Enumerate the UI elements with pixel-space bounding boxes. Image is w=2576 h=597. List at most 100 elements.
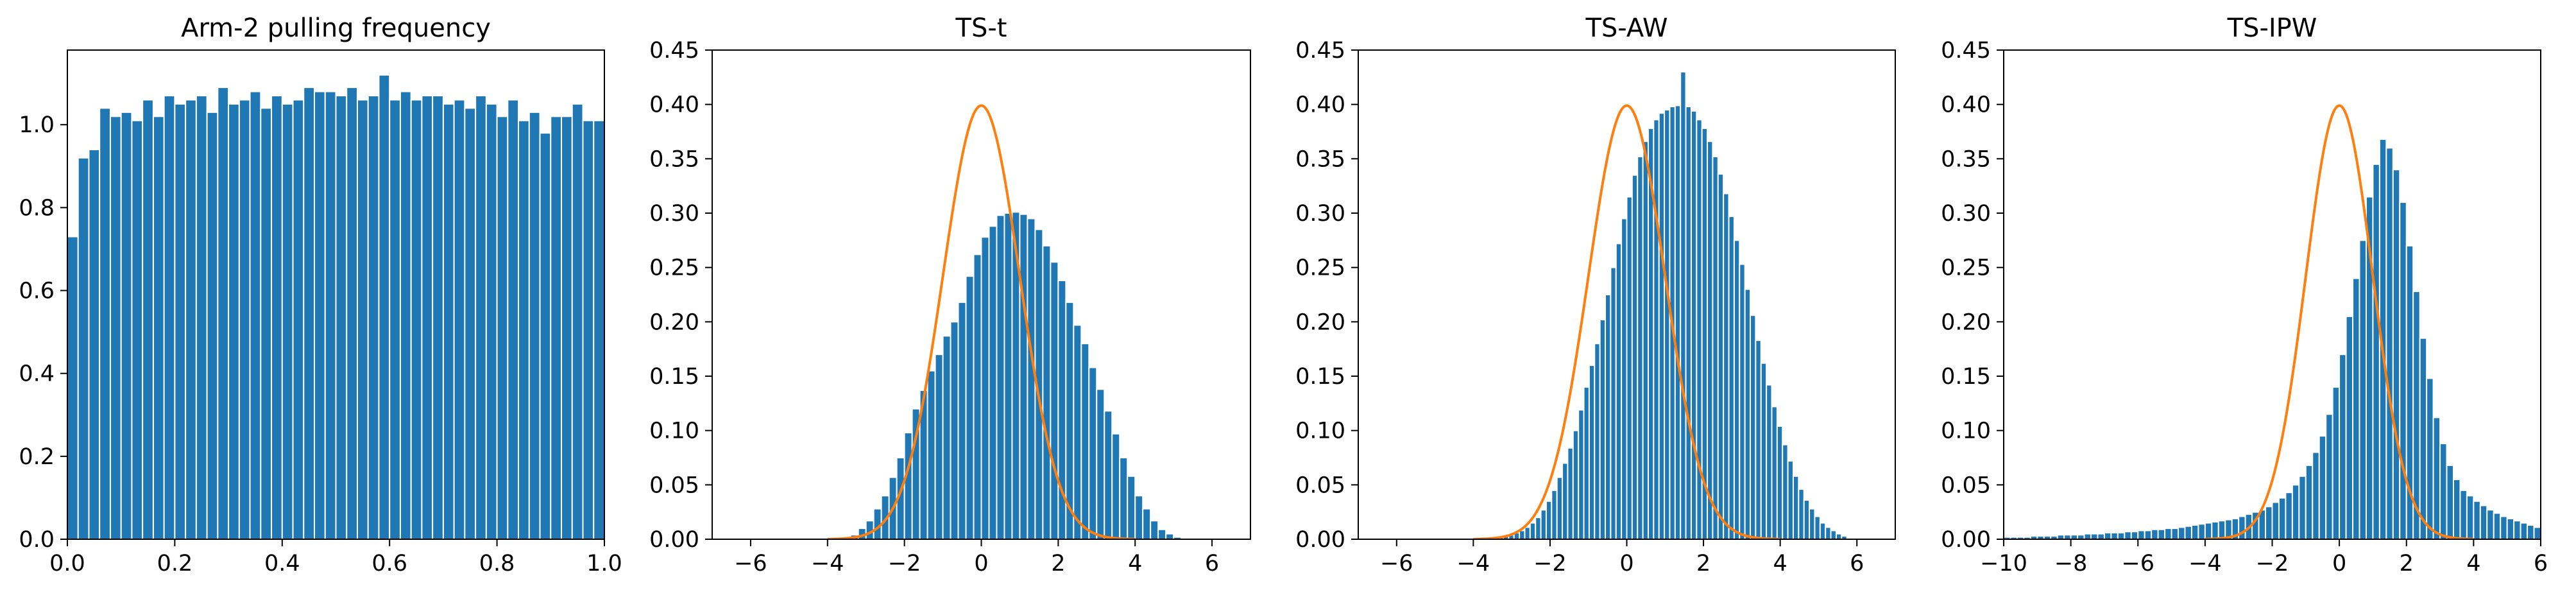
histogram-bar [593,119,604,539]
histogram-bar [1104,410,1113,539]
histogram-bar [1674,105,1682,539]
y-tick-label: 0.0 [19,527,55,553]
histogram-bar [2339,354,2347,539]
histogram-bar [1680,71,1687,539]
plot-area [2004,104,2541,539]
histogram-bar [1653,119,1660,539]
histogram-bar [539,132,552,539]
histogram-bar [2184,525,2192,539]
histogram-bar [475,95,487,539]
histogram-bar [988,225,998,539]
histogram-bar [2318,435,2327,539]
y-tick-label: 0.00 [649,527,699,553]
histogram-bar [2070,534,2079,539]
histogram-bar [1723,193,1730,539]
histogram-bar [2124,531,2132,539]
x-tick-label: 0.4 [264,551,300,576]
histogram-bar [1819,522,1827,539]
x-tick-label: −6 [734,551,767,576]
histogram-bar [185,99,197,539]
histogram-bar [346,87,358,539]
histogram-bar [528,111,541,539]
histogram-bar [1173,536,1182,539]
histogram-bar [1594,343,1601,539]
histogram-bar [2204,522,2213,539]
histogram-bar [1792,475,1800,539]
histogram-bar [1540,509,1547,539]
plot-area [827,104,1182,539]
histogram-bar [2533,526,2541,539]
histogram-bar [1771,406,1778,539]
histogram-bar [2285,492,2293,539]
histogram-bar [1717,173,1725,539]
histogram-bar [1610,266,1617,539]
histogram-bar [1755,340,1762,539]
normal-pdf-curve [827,104,1136,539]
histogram-bar [1728,216,1735,539]
histogram-bar [1626,196,1633,539]
histogram-bar [1545,500,1553,539]
y-tick-label: 0.25 [1941,255,1991,281]
histogram-bar [2479,505,2488,539]
histogram-bar [2278,497,2287,539]
y-tick-label: 0.35 [1941,146,1991,172]
histogram-bar [1814,515,1821,539]
y-tick-label: 0.10 [1941,419,1991,444]
histogram-bar [2513,520,2521,539]
x-tick-label: 0 [974,551,988,576]
histogram-bar [1524,526,1531,539]
histogram-bar [1583,386,1590,539]
x-tick-label: 4 [2466,551,2480,576]
subplot-ts-t: −6 −4 −2 0 2 4 6 0.00 0.05 0.10 0.15 0.20 0.25 0.30 0.… [649,13,1251,576]
histogram-bar [1744,288,1752,539]
histogram-bar [2271,501,2280,539]
histogram-bar [2358,239,2367,539]
histogram-bar [238,99,251,539]
histogram-bar [1535,517,1542,539]
histogram-bar [1642,141,1649,539]
histogram-bar [1088,367,1098,539]
histogram-bar [335,95,348,539]
histogram-bar [120,111,133,539]
histogram-bar [1134,495,1144,539]
histogram-bar [1605,294,1612,539]
plot-area [67,74,604,539]
histogram-bar [1658,112,1666,539]
histogram-bar [2063,534,2072,539]
x-tick-label: −6 [1380,551,1413,576]
histogram-bar [249,91,262,539]
normal-pdf-curve [2205,104,2474,539]
histogram-bar [1050,261,1059,539]
histogram-bar [174,103,187,539]
histogram-bar [496,116,509,539]
x-tick-label: 4 [1128,551,1142,576]
histogram-bar [217,87,230,539]
y-tick-label: 0.20 [649,309,699,335]
histogram-bar [1588,365,1596,539]
histogram-bar [1073,324,1082,539]
histogram-bar [260,107,273,539]
histogram-bar [1529,522,1537,539]
histogram-bar [2432,417,2441,539]
histogram-bar [88,148,101,539]
histogram-bar [1142,508,1152,539]
histogram-bar [109,116,122,539]
histogram-bar [1803,499,1811,539]
histogram-bar [1615,243,1623,539]
histogram-bar [485,103,498,539]
subplot-ts-ipw: −10 −8 −6 −4 −2 0 2 4 6 0.00 0.05 0.10 0.15 0.20 0.25 0… [1941,13,2548,576]
histogram-bar [2446,464,2454,539]
x-tick-label: 2 [1051,551,1065,576]
histogram-bar [1835,533,1843,539]
axes-frame [2003,49,2541,540]
y-tick-label: 0.00 [1941,527,1991,553]
normal-pdf-curve [1473,104,1780,539]
histogram-bar [2298,475,2307,539]
y-tick-label: 0.8 [19,195,55,221]
histogram-bar [518,119,530,539]
histogram-bar [2144,530,2153,539]
y-tick-label: 0.15 [1941,364,1991,390]
histogram-bar [1127,475,1136,539]
histogram-bar [2211,521,2219,539]
y-tick-label: 0.15 [1295,364,1345,390]
